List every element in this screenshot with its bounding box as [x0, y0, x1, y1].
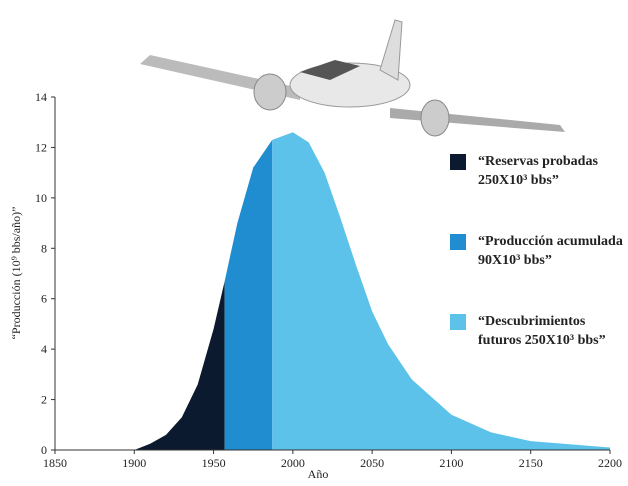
area	[134, 281, 224, 450]
legend-label: “Reservas probadas 250X10³ bbs”	[478, 152, 628, 190]
legend-label: “Descubrimientos futuros 250X10³ bbs”	[478, 312, 628, 350]
y-tick-label: 6	[41, 292, 47, 306]
y-tick-label: 8	[41, 241, 47, 255]
legend-swatch	[450, 314, 466, 330]
y-tick-label: 14	[35, 90, 47, 104]
y-tick-label: 12	[35, 140, 47, 154]
y-tick-label: 10	[35, 191, 47, 205]
legend-label: “Producción acumulada 90X10³ bbs”	[478, 232, 628, 270]
x-tick-label: 1950	[202, 456, 226, 470]
x-tick-label: 2200	[598, 456, 622, 470]
x-tick-label: 1900	[122, 456, 146, 470]
page: Año “Producción (10⁹ bbs/año)” 0 2 4 6 8 10 12…	[0, 0, 628, 486]
y-tick-label: 2	[41, 393, 47, 407]
y-tick-label: 4	[41, 342, 47, 356]
x-tick-label: 2150	[519, 456, 543, 470]
x-tick-label: 2000	[281, 456, 305, 470]
airplane	[140, 20, 565, 136]
y-axis-title: “Producción (10⁹ bbs/año)”	[9, 207, 23, 340]
x-tick-label: 2050	[360, 456, 384, 470]
x-tick-label: 2100	[439, 456, 463, 470]
x-tick-label: 1850	[43, 456, 67, 470]
x-axis-title: Año	[308, 467, 329, 481]
legend-swatch	[450, 234, 466, 250]
y-tick-label: 0	[41, 443, 47, 457]
area	[225, 140, 273, 450]
legend-swatch	[450, 154, 466, 170]
